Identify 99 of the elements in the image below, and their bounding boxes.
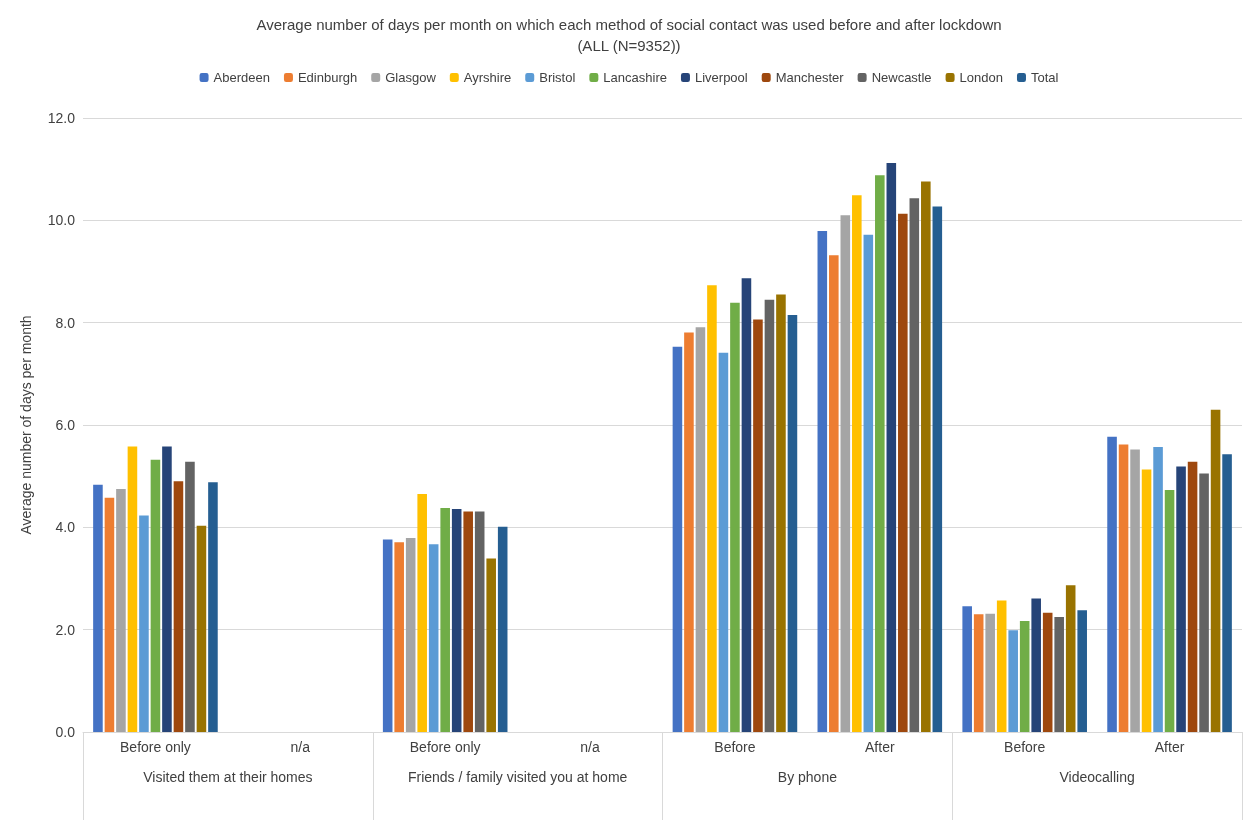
bar [1130, 449, 1140, 732]
bar [127, 446, 138, 732]
bar [764, 299, 775, 732]
bar [1065, 585, 1076, 732]
y-tick-label: 4.0 [55, 519, 76, 536]
bar [707, 285, 717, 732]
bar [474, 511, 485, 732]
bar [932, 206, 943, 732]
x-tick-label: After [865, 739, 895, 755]
x-tick-label: n/a [290, 739, 311, 755]
x-tick-label: Before only [120, 739, 191, 755]
y-tick-label: 12.0 [47, 110, 76, 126]
bar [753, 319, 763, 732]
bar [1042, 612, 1053, 732]
bar [451, 508, 462, 732]
bar [1199, 473, 1209, 732]
bar [817, 231, 828, 732]
bar [1019, 620, 1030, 732]
bar [1187, 461, 1198, 732]
y-tick-label: 0.0 [55, 724, 76, 740]
bar [162, 446, 172, 732]
bar [996, 600, 1007, 732]
legend-label: London [959, 70, 1003, 85]
bar [196, 525, 207, 732]
bar [1164, 489, 1175, 732]
text: By phone [777, 769, 838, 785]
bar [150, 459, 161, 732]
bar [909, 198, 920, 732]
bar [695, 327, 706, 732]
bar [684, 332, 694, 732]
legend-label: Aberdeen [213, 70, 270, 85]
bar [921, 181, 931, 732]
bar [672, 346, 683, 732]
x-tick-label: Before [1004, 739, 1046, 755]
text: Videocalling [1059, 769, 1135, 785]
bar [1118, 444, 1129, 732]
bar [829, 255, 839, 732]
legend-label: Bristol [539, 70, 576, 85]
y-tick-label: 10.0 [47, 212, 76, 229]
bar [776, 294, 786, 732]
bar [973, 614, 984, 732]
bar [208, 482, 218, 732]
x-tick-label: After [1154, 739, 1185, 755]
bar [1222, 454, 1232, 732]
y-tick-label: 8.0 [55, 314, 76, 331]
bar [730, 302, 740, 732]
bar [852, 195, 862, 732]
bar [1054, 616, 1064, 732]
bar [898, 213, 908, 732]
bar [394, 542, 404, 732]
y-tick-label: 6.0 [55, 417, 76, 433]
bar [875, 175, 885, 732]
y-tick-label: 2.0 [55, 621, 76, 638]
bar [1008, 630, 1018, 732]
chart-title: Average number of days per month on which each method of social contact was used before and after lockdown [256, 16, 1002, 33]
bar [93, 484, 103, 732]
bar [718, 352, 729, 732]
bar [104, 497, 115, 732]
x-tick-label: Before only [409, 739, 481, 755]
bar [440, 507, 450, 732]
bar [116, 488, 126, 732]
legend-label: Ayrshire [463, 70, 512, 85]
bar [1141, 469, 1152, 732]
bar [1176, 466, 1186, 732]
bar [741, 278, 752, 732]
bar [382, 539, 393, 732]
bar [1210, 409, 1221, 732]
bar [840, 215, 851, 732]
legend-label: Manchester [775, 70, 845, 85]
bar [405, 538, 416, 732]
bar [985, 613, 995, 732]
bar [139, 515, 149, 732]
bar [173, 481, 184, 732]
chart-subtitle: (ALL (N=9352)) [577, 37, 681, 54]
bar [1153, 447, 1163, 732]
bar [787, 314, 798, 732]
bar [863, 234, 874, 732]
bar [486, 558, 496, 732]
text: Friends / family visited you at home [407, 769, 628, 785]
bar [497, 526, 508, 732]
text: Visited them at their homes [143, 769, 313, 785]
bar [1031, 598, 1041, 732]
legend-label: Total [1030, 70, 1059, 85]
bar [185, 461, 195, 732]
y-axis-title: Average number of days per month [18, 315, 34, 535]
legend-label: Edinburgh [297, 70, 358, 85]
x-tick-label: Before [714, 739, 756, 755]
legend-label: Glasgow [385, 70, 437, 85]
bar [463, 511, 473, 732]
bar [1107, 436, 1117, 732]
legend-label: Liverpool [694, 70, 748, 85]
bar [1077, 610, 1087, 732]
legend-label: Newcastle [871, 70, 932, 85]
legend-label: Lancashire [603, 70, 667, 85]
bar [962, 606, 972, 732]
bar [886, 163, 897, 732]
bar [417, 494, 427, 732]
bar [428, 544, 439, 732]
x-tick-label: n/a [580, 739, 600, 755]
